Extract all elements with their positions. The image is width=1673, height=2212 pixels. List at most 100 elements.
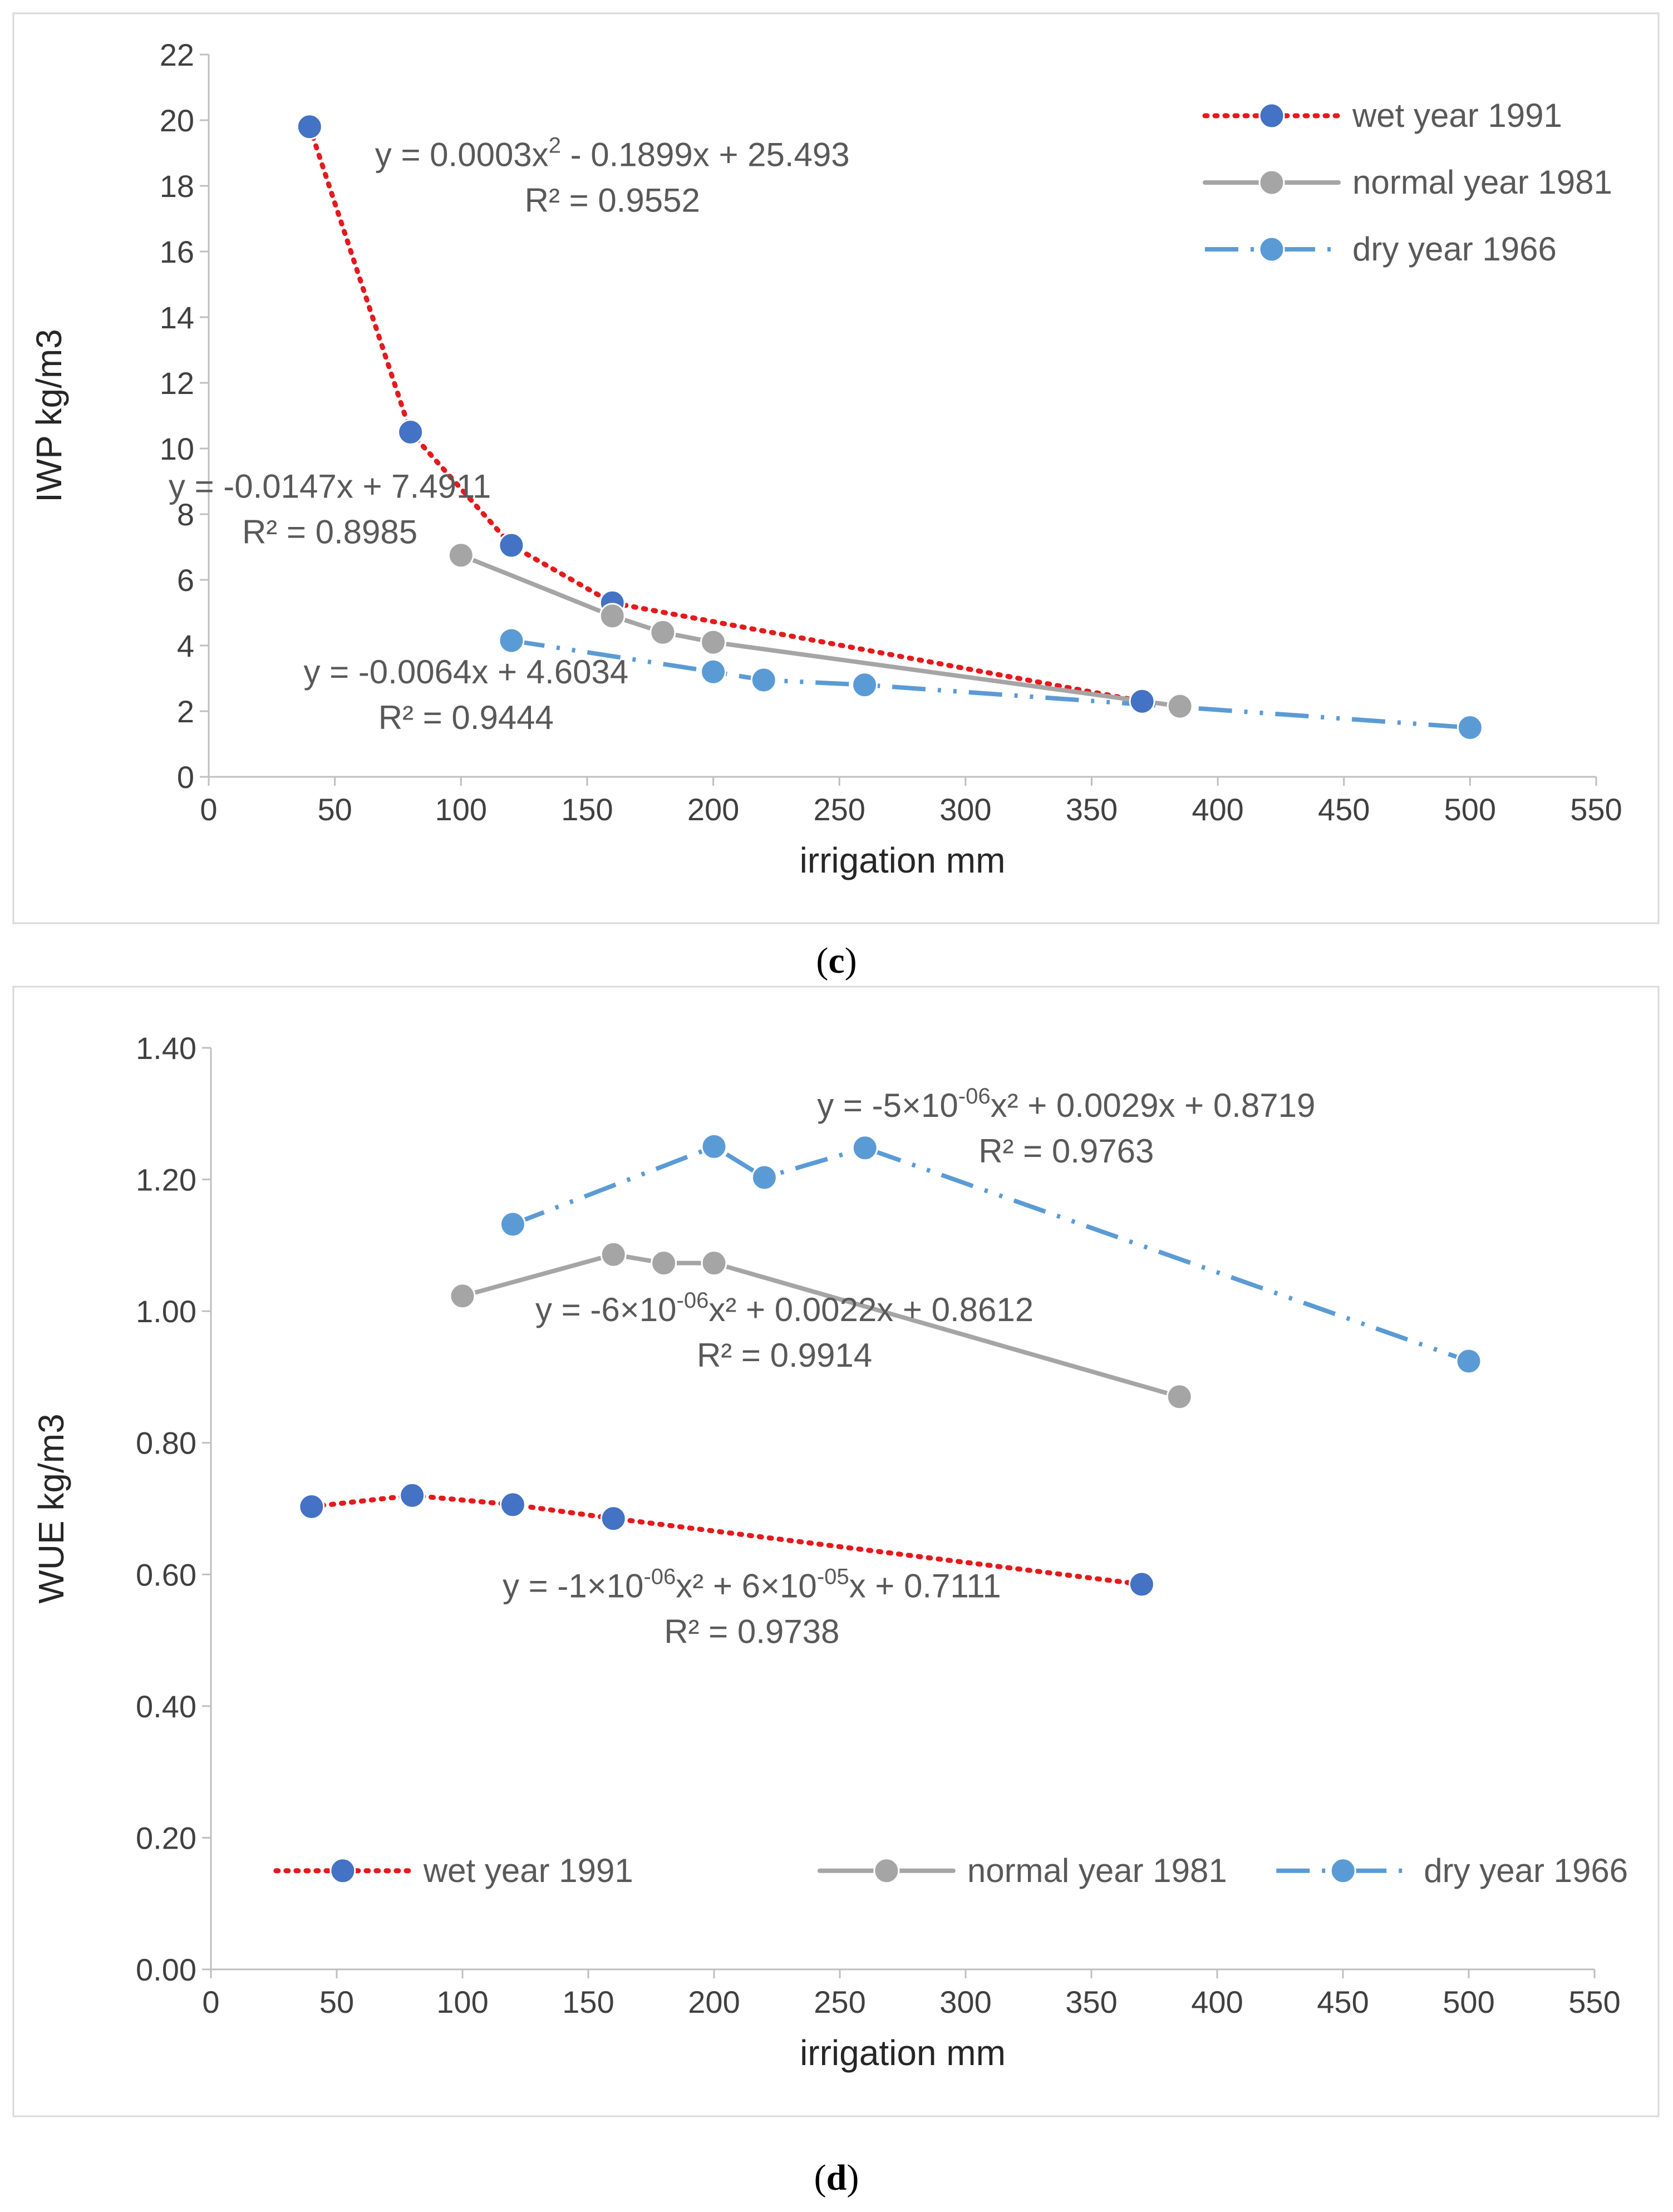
chart-d-y-axis-title: WUE kg/m3 xyxy=(31,1413,71,1603)
chart-d-y-tick-label: 1.40 xyxy=(136,1031,196,1066)
chart-d-point-wet-year-1991 xyxy=(1128,1571,1155,1598)
chart-d-annotation-normal-year-1981-eq-part: x² + 0.0022x + 0.8612 xyxy=(708,1291,1034,1328)
chart-c-y-tick-label: 8 xyxy=(177,497,194,532)
chart-c-x-axis-title: irrigation mm xyxy=(800,840,1006,880)
chart-d-x-tick-label: 200 xyxy=(688,1984,740,2019)
chart-c-point-normal-year-1981 xyxy=(599,603,626,629)
chart-d-point-wet-year-1991 xyxy=(600,1505,627,1532)
caption-d: (d) xyxy=(814,2157,859,2198)
chart-d-legend-marker-dry-year-1966 xyxy=(1330,1858,1356,1884)
caption-c: (c) xyxy=(816,940,857,981)
chart-c-x-tick-label: 350 xyxy=(1066,792,1118,827)
chart-d-x-tick-label: 400 xyxy=(1191,1984,1243,2019)
chart-c-y-axis-title: IWP kg/m3 xyxy=(29,329,69,502)
chart-c: 0 2 4 6 8 10 12 14 16 18 20 22 0 50 100 150 200 250 300 350… xyxy=(29,37,1622,880)
chart-d-annotation-wet-year-1991-equation: y = -1×10-06x² + 6×10-05x + 0.7111 xyxy=(503,1565,1001,1605)
chart-c-x-tick-label: 500 xyxy=(1444,792,1496,827)
chart-d-point-normal-year-1981 xyxy=(600,1241,627,1268)
chart-d-y-tick-label: 0.40 xyxy=(136,1689,196,1724)
chart-d-point-normal-year-1981 xyxy=(449,1283,476,1309)
caption-d-letter: d xyxy=(826,2157,847,2198)
chart-c-point-dry-year-1966 xyxy=(852,672,878,698)
chart-d-point-dry-year-1966 xyxy=(751,1164,778,1191)
chart-d-x-tick-label: 300 xyxy=(939,1984,991,2019)
chart-c-legend-marker-wet-year-1991 xyxy=(1258,102,1285,129)
chart-d-annotation-wet-year-1991-r2: R² = 0.9738 xyxy=(664,1613,839,1651)
chart-c-point-normal-year-1981 xyxy=(447,542,474,569)
chart-d-y-tick-label: 0.60 xyxy=(136,1557,196,1592)
chart-d-annotation-dry-year-1966-r2: R² = 0.9763 xyxy=(978,1132,1154,1170)
chart-c-annotation-normal-year-1981-equation: y = -0.0147x + 7.4911 xyxy=(169,468,491,505)
chart-c-y-tick-label: 18 xyxy=(160,169,194,204)
chart-c-x-tick-label: 50 xyxy=(317,792,352,827)
chart-d-legend-label-dry-year-1966: dry year 1966 xyxy=(1424,1852,1628,1889)
chart-d-x-tick-label: 50 xyxy=(319,1984,354,2019)
chart-c-y-tick-label: 14 xyxy=(160,300,194,335)
chart-c-x-tick-label: 300 xyxy=(939,792,991,827)
chart-d-legend-label-wet-year-1991: wet year 1991 xyxy=(423,1852,633,1889)
chart-d-point-dry-year-1966 xyxy=(701,1133,727,1160)
chart-c-annotation-wet-year-1991-eq-sup: 2 xyxy=(549,134,561,158)
chart-d-x-tick-label: 350 xyxy=(1065,1984,1117,2019)
chart-c-legend-label-dry-year-1966: dry year 1966 xyxy=(1352,230,1557,268)
chart-c-x-tick-label: 250 xyxy=(813,792,865,827)
chart-d-point-normal-year-1981 xyxy=(701,1250,727,1277)
chart-c-point-normal-year-1981 xyxy=(1167,693,1193,720)
chart-d-point-normal-year-1981 xyxy=(1166,1383,1193,1410)
chart-d-point-dry-year-1966 xyxy=(499,1211,526,1238)
chart-c-point-normal-year-1981 xyxy=(649,619,676,646)
chart-c-legend-marker-normal-year-1981 xyxy=(1258,169,1285,196)
chart-c-point-wet-year-1991 xyxy=(397,419,424,445)
chart-c-y-tick-label: 16 xyxy=(160,234,194,269)
chart-c-annotation-wet-year-1991-eq-part: - 0.1899x + 25.493 xyxy=(561,136,850,174)
chart-d-y-tick-label: 0.20 xyxy=(136,1820,196,1855)
chart-c-y-tick-label: 12 xyxy=(160,366,194,401)
panel-c-frame xyxy=(12,12,1660,924)
chart-d-point-wet-year-1991 xyxy=(399,1482,426,1509)
chart-d-y-tick-label: 1.20 xyxy=(136,1162,196,1198)
chart-d-x-tick-label: 550 xyxy=(1568,1984,1620,2019)
chart-c-point-dry-year-1966 xyxy=(750,667,777,693)
chart-d-x-tick-label: 0 xyxy=(202,1984,219,2019)
chart-c-y-tick-label: 10 xyxy=(160,431,194,466)
chart-d-annotation-normal-year-1981-equation: y = -6×10-06x² + 0.0022x + 0.8612 xyxy=(535,1288,1034,1328)
chart-c-y-tick-label: 20 xyxy=(160,103,194,138)
chart-d-point-dry-year-1966 xyxy=(852,1135,878,1161)
chart-d-x-tick-label: 150 xyxy=(562,1984,614,2019)
chart-d-legend-label-normal-year-1981: normal year 1981 xyxy=(967,1852,1227,1889)
chart-c-x-tick-label: 150 xyxy=(561,792,613,827)
chart-c-point-dry-year-1966 xyxy=(1457,715,1483,741)
chart-c-point-wet-year-1991 xyxy=(498,532,525,559)
chart-d-annotation-wet-year-1991-eq-part: x² + 6×10 xyxy=(676,1568,817,1605)
chart-c-annotation-dry-year-1966-r2: R² = 0.9444 xyxy=(378,699,554,736)
chart-d-x-tick-label: 500 xyxy=(1443,1984,1494,2019)
chart-c-y-tick-label: 2 xyxy=(177,694,194,729)
chart-d-annotation-wet-year-1991-eq-part: y = -1×10 xyxy=(503,1568,644,1605)
chart-d-annotation-normal-year-1981-eq-part: y = -6×10 xyxy=(535,1291,677,1328)
chart-c-point-dry-year-1966 xyxy=(700,658,727,685)
chart-c-point-wet-year-1991 xyxy=(1129,688,1155,715)
chart-c-x-tick-label: 400 xyxy=(1192,792,1243,827)
chart-c-x-tick-label: 450 xyxy=(1318,792,1370,827)
chart-d-y-tick-label: 1.00 xyxy=(136,1294,196,1329)
panel-d-frame xyxy=(12,986,1660,2117)
chart-c-annotation-dry-year-1966-equation: y = -0.0064x + 4.6034 xyxy=(303,653,628,691)
chart-c-y-tick-label: 6 xyxy=(177,563,194,598)
chart-d-point-wet-year-1991 xyxy=(499,1491,526,1518)
chart-c-point-dry-year-1966 xyxy=(498,627,525,654)
chart-c-legend-marker-dry-year-1966 xyxy=(1258,236,1285,263)
chart-d-annotation-dry-year-1966-eq-sup: -06 xyxy=(958,1084,991,1109)
chart-d-annotation-wet-year-1991-eq-sup: -06 xyxy=(643,1565,676,1589)
chart-d-x-tick-label: 100 xyxy=(436,1984,488,2019)
chart-c-x-tick-label: 0 xyxy=(200,792,217,827)
chart-c-annotation-wet-year-1991-r2: R² = 0.9552 xyxy=(525,182,700,219)
chart-c-y-tick-label: 4 xyxy=(177,628,194,663)
chart-d-point-wet-year-1991 xyxy=(298,1493,325,1520)
chart-c-x-tick-label: 100 xyxy=(435,792,487,827)
chart-c-y-tick-label: 22 xyxy=(160,37,194,72)
chart-d-annotation-normal-year-1981-eq-sup: -06 xyxy=(677,1288,709,1313)
chart-d-y-tick-label: 0.80 xyxy=(136,1426,196,1461)
chart-d-x-tick-label: 450 xyxy=(1317,1984,1369,2019)
chart-d-point-dry-year-1966 xyxy=(1455,1348,1482,1375)
